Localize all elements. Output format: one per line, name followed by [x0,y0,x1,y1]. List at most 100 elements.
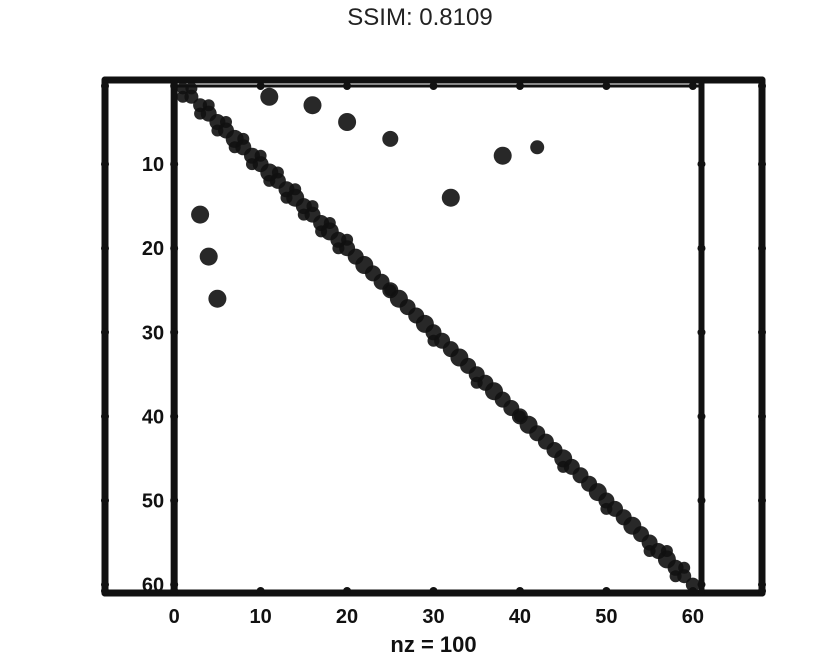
x-tick-mark-top [256,82,265,90]
y-tick-label: 50 [142,490,164,512]
x-tick-mark-bottom [429,587,438,595]
data-point [332,242,345,255]
x-tick-label: 20 [336,606,358,628]
y-tick-mark [170,328,179,337]
y-tick-mark [170,496,179,505]
data-point [185,82,198,95]
data-point [202,99,215,112]
x-tick-mark-top [688,82,697,90]
data-point [297,208,310,221]
y-tick-mark [758,328,766,337]
y-tick-mark [758,496,766,505]
x-tick-mark-bottom [256,587,265,595]
x-tick-label: 50 [595,606,617,628]
axes-frame [101,76,766,597]
x-tick-mark-bottom [343,587,352,595]
data-point [384,284,397,297]
x-tick-label: 40 [509,606,531,628]
x-axis-label: nz = 100 [390,632,476,657]
y-tick-label: 20 [142,238,164,260]
data-point [280,191,293,204]
x-tick-mark-bottom [170,587,179,595]
data-point [685,577,700,592]
x-tick-mark-top [758,82,766,90]
data-point [677,569,692,584]
y-tick-mark [170,412,179,421]
y-tick-label: 10 [142,154,164,176]
y-tick-mark [170,580,179,589]
y-tick-mark [758,412,766,421]
data-point [557,460,570,473]
x-tick-mark-top [515,82,524,90]
y-tick-mark [697,244,706,253]
y-tick-mark [170,244,179,253]
x-tick-mark-top [429,82,438,90]
data-point [427,334,440,347]
x-tick-label: 30 [422,606,444,628]
y-tick-mark [101,244,109,253]
x-tick-mark-bottom [101,587,109,595]
data-point [271,166,284,179]
y-tick-mark [170,160,179,169]
y-tick-mark [697,412,706,421]
data-point [246,158,258,171]
y-tick-label: 40 [142,406,164,428]
y-tick-mark [697,160,706,169]
data-point [199,247,218,266]
x-tick-label: 10 [249,606,271,628]
data-point [341,233,354,246]
data-point [382,130,399,147]
x-tick-mark-bottom [515,587,524,595]
y-tick-mark [101,496,109,505]
data-point [600,502,613,515]
data-point [470,376,483,389]
data-point [303,96,322,115]
data-point [263,174,276,187]
y-tick-mark [697,328,706,337]
data-point [254,149,267,162]
data-point [513,410,526,423]
data-point [669,570,682,583]
x-tick-mark-bottom [758,587,766,595]
data-point [176,90,189,103]
y-tick-mark [758,244,766,253]
data-point [176,82,189,95]
data-point [220,116,232,128]
data-point [315,225,328,238]
x-tick-mark-bottom [602,587,611,595]
data-point [191,205,210,224]
data-point [208,289,227,308]
data-point [184,89,199,104]
data-point [211,124,224,137]
data-point [306,200,319,213]
data-point [194,107,207,120]
data-point [660,545,673,557]
data-point [530,140,545,155]
y-tick-label: 30 [142,322,164,344]
y-tick-mark [758,160,766,169]
x-tick-mark-top [170,82,179,90]
x-tick-label: 60 [682,606,704,628]
chart-title: SSIM: 0.8109 [347,4,493,31]
x-tick-mark-top [602,82,611,90]
data-point [289,183,302,196]
data-point [338,113,357,131]
y-tick-mark [101,412,109,421]
data-point [493,146,512,165]
y-tick-mark [758,580,766,589]
data-point [237,132,250,145]
y-tick-mark [101,580,109,589]
tick-labels: 0 10 20 30 40 50 60 10 20 30 40 50 60 [142,154,704,628]
data-point [228,141,241,154]
y-tick-mark [101,328,109,337]
data-point [260,87,279,106]
data-point [643,545,656,557]
y-tick-mark [101,160,109,169]
x-tick-mark-top [343,82,352,90]
y-tick-mark [697,496,706,505]
data-point [441,188,460,207]
x-tick-label: 0 [169,606,180,628]
x-tick-mark-top [101,82,109,90]
data-points [176,82,700,592]
